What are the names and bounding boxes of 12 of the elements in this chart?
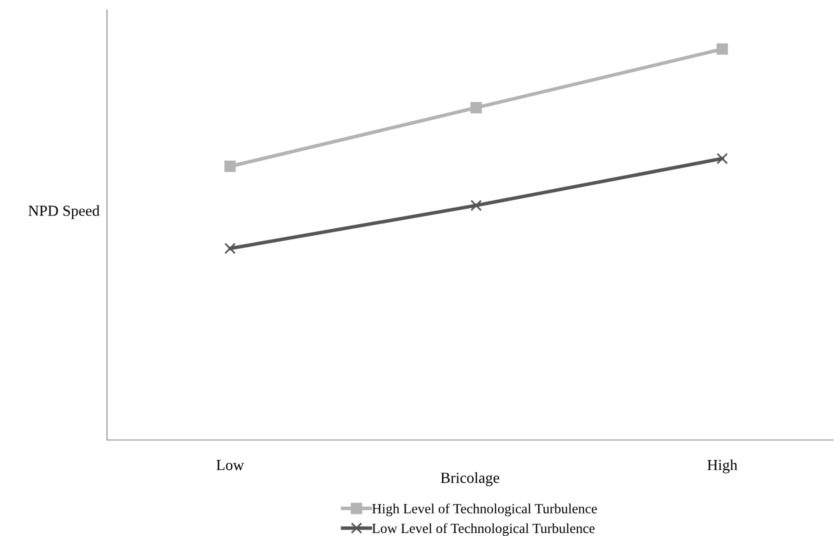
point <box>224 160 236 172</box>
legend-label: Low Level of Technological Turbulence <box>372 523 595 536</box>
x-tick-label: High <box>707 459 738 474</box>
point <box>716 152 728 164</box>
point <box>716 43 728 55</box>
x-axis-title: Bricolage <box>440 472 500 486</box>
legend-label: High Level of Technological Turbulence <box>372 503 597 516</box>
point <box>470 200 482 212</box>
point <box>470 102 482 114</box>
y-axis-title: NPD Speed <box>28 205 100 220</box>
point <box>224 242 236 254</box>
x-tick-label: Low <box>216 460 244 470</box>
